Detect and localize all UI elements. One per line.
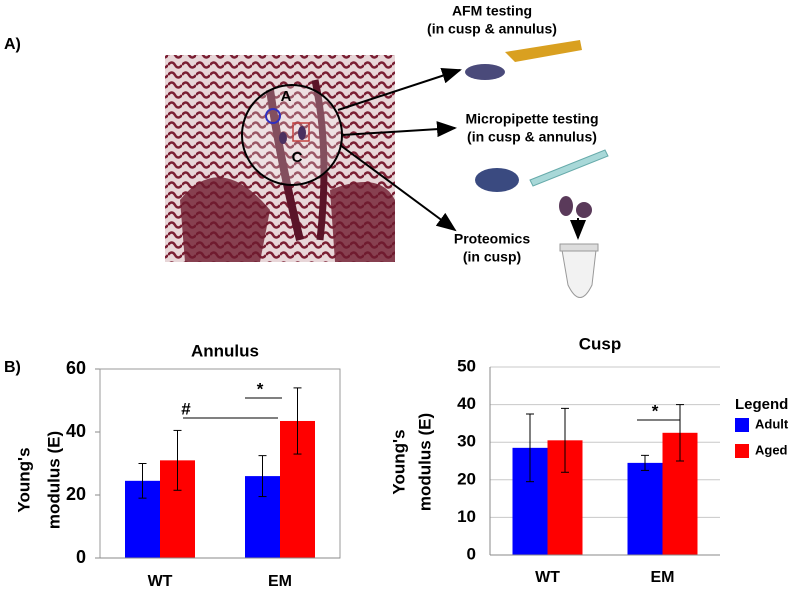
y-tick-label: 50 (457, 356, 476, 375)
error-bar (641, 454, 649, 471)
significance-mark: # (181, 399, 191, 418)
step-subtitle: (in cusp & annulus) (427, 21, 557, 37)
y-axis-label: Young's (389, 429, 408, 494)
error-bar (561, 407, 569, 473)
legend-label: Adult (755, 416, 789, 431)
image-label: A (281, 88, 292, 105)
step-title: Micropipette testing (465, 111, 598, 127)
chart-title: Cusp (579, 334, 622, 353)
instruments (465, 40, 609, 298)
panel-label: B) (4, 359, 21, 376)
y-tick-label: 40 (66, 421, 86, 441)
significance-mark: * (257, 379, 264, 398)
arrows (337, 68, 586, 240)
step-subtitle: (in cusp & annulus) (467, 129, 597, 145)
y-tick-label: 20 (457, 469, 476, 488)
histology-image (165, 55, 395, 262)
legend-swatch (735, 444, 749, 458)
y-axis-label: modulus (E) (415, 413, 434, 511)
x-tick-label: EM (651, 569, 675, 586)
significance-mark: * (652, 401, 659, 420)
panel-label: A) (4, 36, 21, 53)
error-bar (173, 429, 182, 491)
y-tick-label: 10 (457, 507, 476, 526)
legend-label: Aged (755, 442, 788, 457)
legend-swatch (735, 418, 749, 432)
chart-title: Annulus (191, 341, 259, 360)
x-tick-label: WT (535, 569, 560, 586)
error-bar (258, 455, 267, 498)
error-bar (676, 404, 684, 462)
y-tick-label: 20 (66, 484, 86, 504)
legend-title: Legend (735, 396, 788, 413)
y-tick-label: 60 (66, 358, 86, 378)
image-label: C (292, 149, 303, 166)
y-tick-label: 40 (457, 394, 476, 413)
step-title: Proteomics (454, 231, 530, 247)
error-bar (526, 413, 534, 483)
y-axis-label: Young's (14, 447, 33, 512)
bar (627, 462, 663, 555)
y-tick-label: 30 (457, 432, 476, 451)
step-title: AFM testing (452, 3, 532, 19)
error-bar (293, 387, 302, 455)
y-axis-label: modulus (E) (44, 431, 63, 529)
step-subtitle: (in cusp) (463, 249, 521, 265)
error-bar (138, 463, 147, 499)
x-tick-label: EM (268, 573, 292, 590)
y-tick-label: 0 (76, 547, 86, 567)
y-tick-label: 0 (467, 544, 476, 563)
x-tick-label: WT (148, 573, 173, 590)
